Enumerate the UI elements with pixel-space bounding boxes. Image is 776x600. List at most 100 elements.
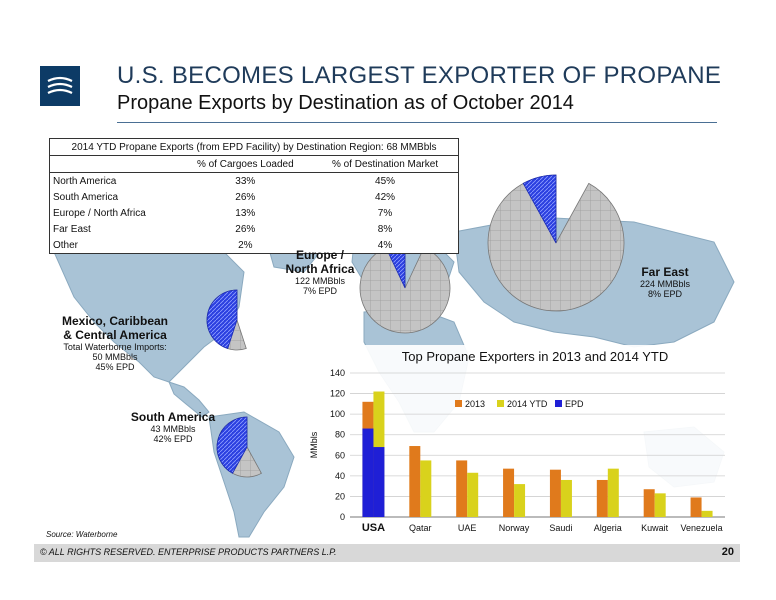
label-europe-detail2: 7% EPD bbox=[302, 286, 337, 296]
exports-table: 2014 YTD Propane Exports (from EPD Facil… bbox=[49, 138, 459, 254]
table-cell-market: 42% bbox=[375, 191, 396, 203]
label-europe-line2: North Africa bbox=[285, 262, 355, 276]
table-cell-cargo: 33% bbox=[235, 175, 256, 187]
bar-2013 bbox=[596, 479, 608, 517]
logo-icon bbox=[40, 66, 80, 106]
label-south-america-detail2: 42% EPD bbox=[153, 434, 193, 444]
source-note: Source: Waterborne bbox=[46, 530, 118, 539]
pie-mexico bbox=[206, 289, 247, 351]
bar-2013 bbox=[409, 446, 421, 517]
label-south-america-name: South America bbox=[130, 410, 216, 424]
x-tick-label: UAE bbox=[458, 523, 477, 533]
label-mexico-line1: Mexico, Caribbean bbox=[61, 314, 169, 328]
x-tick-label: Saudi bbox=[549, 523, 572, 533]
table-row: South America 26% 42% bbox=[50, 189, 459, 205]
pie-europe bbox=[359, 242, 451, 334]
bar-2013 bbox=[503, 468, 515, 517]
table-cell-cargo: 2% bbox=[238, 239, 253, 251]
table-row: Far East 26% 8% bbox=[50, 221, 459, 237]
bar-2014-ytd bbox=[420, 460, 432, 517]
title-divider bbox=[117, 122, 717, 123]
exporters-bar-chart: Top Propane Exporters in 2013 and 2014 Y… bbox=[305, 345, 735, 540]
legend-label: 2013 bbox=[465, 399, 485, 409]
x-tick-label: Kuwait bbox=[641, 523, 669, 533]
slide-subtitle: Propane Exports by Destination as of Oct… bbox=[117, 92, 574, 114]
x-tick-label: Venezuela bbox=[681, 523, 723, 533]
label-south-america: South America 43 MMBbls 42% EPD bbox=[118, 410, 228, 444]
central-america-landmass bbox=[168, 381, 210, 418]
label-mexico-detail2: 50 MMBbls bbox=[92, 352, 138, 362]
bar-2014-ytd bbox=[701, 510, 713, 517]
table-cell-region: North America bbox=[53, 175, 117, 187]
table-cell-market: 45% bbox=[375, 175, 396, 187]
label-south-america-detail1: 43 MMBbls bbox=[150, 424, 196, 434]
bar-2013 bbox=[549, 469, 561, 517]
label-far-east-name: Far East bbox=[641, 265, 689, 279]
label-mexico-detail3: 45% EPD bbox=[95, 362, 135, 372]
table-cell-cargo: 13% bbox=[235, 207, 256, 219]
table-cell-region: South America bbox=[53, 191, 119, 203]
pie-slice-epd bbox=[522, 174, 557, 244]
bar-epd-2013 bbox=[362, 428, 374, 517]
table-header-blank bbox=[49, 155, 179, 173]
table-row: Other 2% 4% bbox=[50, 237, 459, 254]
label-europe-line1: Europe / bbox=[295, 248, 344, 262]
bar-2013 bbox=[690, 497, 702, 517]
label-far-east: Far East 224 MMBbls 8% EPD bbox=[625, 265, 705, 299]
y-tick-label: 40 bbox=[335, 471, 345, 481]
table-cell-cargo: 26% bbox=[235, 223, 256, 235]
table-cell-region: Other bbox=[53, 239, 79, 251]
bar-2014-ytd bbox=[514, 484, 526, 517]
table-cell-region: Europe / North Africa bbox=[53, 207, 146, 219]
legend-swatch bbox=[555, 400, 562, 407]
table-cell-market: 8% bbox=[377, 223, 393, 235]
bar-2014-ytd bbox=[467, 472, 479, 517]
label-mexico-line2: & Central America bbox=[63, 328, 167, 342]
company-logo bbox=[40, 66, 80, 106]
label-mexico-detail1: Total Waterborne Imports: bbox=[63, 342, 167, 352]
bar-epd-2014 bbox=[373, 447, 385, 517]
slide-title: U.S. BECOMES LARGEST EXPORTER OF PROPANE bbox=[117, 62, 722, 89]
table-cell-cargo: 26% bbox=[235, 191, 256, 203]
pie-south-america bbox=[216, 416, 262, 478]
label-far-east-detail2: 8% EPD bbox=[647, 289, 682, 299]
y-tick-label: 100 bbox=[330, 409, 345, 419]
legend-swatch bbox=[455, 400, 462, 407]
pie-slice-epd bbox=[206, 289, 238, 350]
bar-2013 bbox=[456, 460, 468, 517]
table-cell-region: Far East bbox=[53, 223, 91, 235]
chart-title: Top Propane Exporters in 2013 and 2014 Y… bbox=[402, 349, 668, 364]
pie-slice-epd bbox=[216, 416, 248, 474]
table-row: North America 33% 45% bbox=[50, 173, 459, 190]
x-tick-label: USA bbox=[362, 522, 385, 534]
bar-2014-ytd bbox=[607, 468, 619, 517]
table-header-market: % of Destination Market bbox=[312, 155, 459, 173]
x-tick-label: Qatar bbox=[409, 523, 432, 533]
table-cell-market: 7% bbox=[377, 207, 393, 219]
page-number: 20 bbox=[721, 546, 734, 558]
y-tick-label: 80 bbox=[335, 430, 345, 440]
y-tick-label: 0 bbox=[340, 512, 345, 522]
y-tick-label: 60 bbox=[335, 450, 345, 460]
bar-2014-ytd bbox=[654, 493, 666, 517]
label-europe-detail1: 122 MMBbls bbox=[294, 276, 346, 286]
x-tick-label: Norway bbox=[499, 523, 530, 533]
table-header-cargo: % of Cargoes Loaded bbox=[178, 155, 313, 173]
y-tick-label: 20 bbox=[335, 491, 345, 501]
legend-swatch bbox=[497, 400, 504, 407]
legend-label: EPD bbox=[565, 399, 584, 409]
pie-far-east bbox=[487, 174, 625, 312]
y-tick-label: 120 bbox=[330, 389, 345, 399]
label-europe: Europe / North Africa 122 MMBbls 7% EPD bbox=[272, 248, 368, 296]
label-far-east-detail1: 224 MMBbls bbox=[639, 279, 691, 289]
table-title: 2014 YTD Propane Exports (from EPD Facil… bbox=[49, 138, 459, 156]
x-tick-label: Algeria bbox=[594, 523, 622, 533]
label-mexico: Mexico, Caribbean & Central America Tota… bbox=[50, 314, 180, 372]
copyright-footer: © ALL RIGHTS RESERVED. ENTERPRISE PRODUC… bbox=[40, 547, 337, 557]
table-cell-market: 4% bbox=[377, 239, 393, 251]
chart-ylabel: MMbls bbox=[309, 431, 319, 458]
bar-2013 bbox=[643, 489, 655, 517]
y-tick-label: 140 bbox=[330, 368, 345, 378]
